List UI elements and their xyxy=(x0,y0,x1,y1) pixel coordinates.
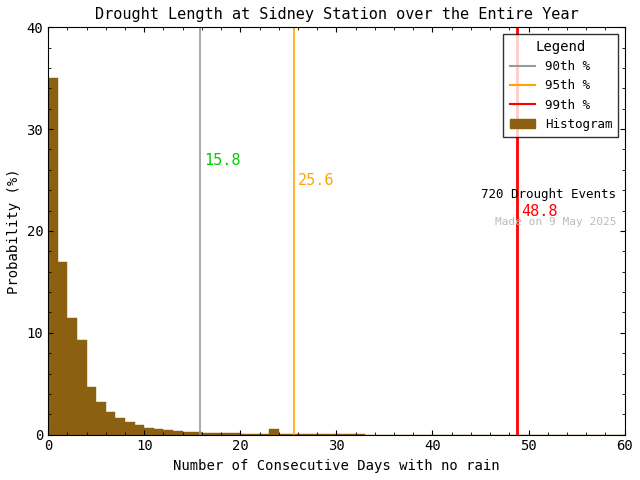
Bar xyxy=(96,402,106,434)
Bar xyxy=(230,433,240,434)
Bar xyxy=(154,429,163,434)
Text: 720 Drought Events: 720 Drought Events xyxy=(481,188,616,201)
Bar xyxy=(58,262,67,434)
Text: 15.8: 15.8 xyxy=(204,153,240,168)
Bar xyxy=(134,425,144,434)
Bar xyxy=(202,432,211,434)
Bar xyxy=(77,340,86,434)
Bar xyxy=(67,318,77,434)
Bar xyxy=(144,428,154,434)
Bar xyxy=(106,412,115,434)
Bar xyxy=(115,419,125,434)
Bar xyxy=(211,433,221,434)
Legend: 90th %, 95th %, 99th %, Histogram: 90th %, 95th %, 99th %, Histogram xyxy=(504,34,618,137)
Text: 25.6: 25.6 xyxy=(298,173,335,188)
Bar xyxy=(173,431,182,434)
X-axis label: Number of Consecutive Days with no rain: Number of Consecutive Days with no rain xyxy=(173,459,500,473)
Y-axis label: Probability (%): Probability (%) xyxy=(7,168,21,294)
Bar xyxy=(163,430,173,434)
Title: Drought Length at Sidney Station over the Entire Year: Drought Length at Sidney Station over th… xyxy=(95,7,578,22)
Bar xyxy=(240,433,250,434)
Text: 48.8: 48.8 xyxy=(521,204,557,219)
Bar xyxy=(269,429,279,434)
Bar xyxy=(182,432,192,434)
Bar xyxy=(192,432,202,434)
Bar xyxy=(86,387,96,434)
Text: Made on 9 May 2025: Made on 9 May 2025 xyxy=(495,216,616,227)
Bar xyxy=(125,422,134,434)
Bar xyxy=(48,78,58,434)
Bar xyxy=(221,433,230,434)
